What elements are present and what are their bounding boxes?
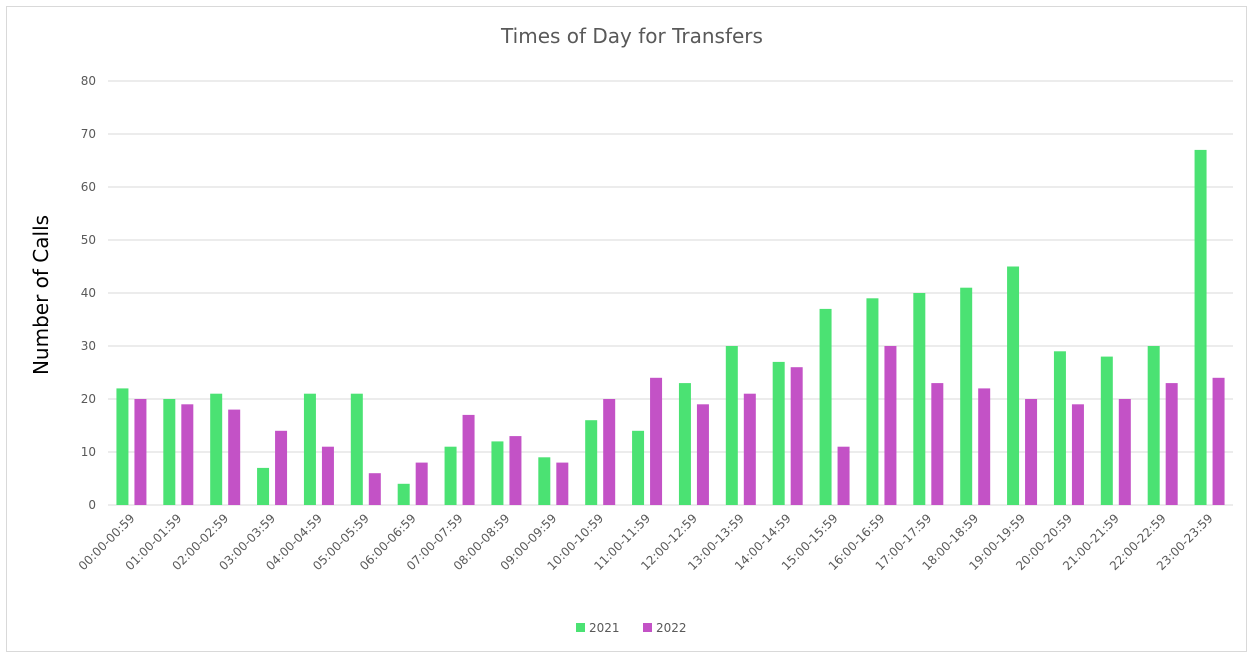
bar [509, 436, 522, 505]
bar [603, 399, 616, 505]
bar [257, 467, 270, 505]
bar [696, 404, 709, 505]
bar [275, 430, 288, 505]
y-tick-label: 20 [81, 392, 96, 406]
bar [866, 298, 879, 505]
bar [632, 430, 645, 505]
bar [538, 457, 551, 505]
bar [978, 388, 991, 505]
bar [134, 399, 147, 505]
bar [444, 446, 457, 505]
y-tick-label: 50 [81, 233, 96, 247]
bar [725, 346, 738, 505]
bar [650, 377, 663, 505]
bar [462, 414, 475, 505]
bar [837, 446, 850, 505]
bar [743, 393, 756, 505]
bar [1025, 399, 1038, 505]
bar [819, 308, 832, 505]
legend-swatch [576, 623, 585, 632]
bar [321, 446, 334, 505]
bar [415, 462, 428, 505]
bar [772, 361, 785, 505]
y-tick-label: 80 [81, 74, 96, 88]
legend-swatch [643, 623, 652, 632]
bar [397, 483, 410, 505]
bar [303, 393, 316, 505]
bar [585, 420, 598, 505]
bar [181, 404, 194, 505]
y-tick-label: 10 [81, 445, 96, 459]
y-tick-label: 0 [88, 498, 96, 512]
y-tick-label: 30 [81, 339, 96, 353]
bar [228, 409, 241, 505]
bar [678, 383, 691, 505]
legend-label: 2022 [656, 621, 687, 635]
bar [350, 393, 363, 505]
bar [1194, 149, 1207, 505]
bar [913, 293, 926, 505]
y-tick-label: 40 [81, 286, 96, 300]
chart-title: Times of Day for Transfers [500, 24, 763, 48]
bar [116, 388, 129, 505]
bar [1071, 404, 1084, 505]
bar [491, 441, 504, 505]
bar [1147, 346, 1160, 505]
y-tick-label: 60 [81, 180, 96, 194]
bar [1100, 356, 1113, 505]
y-axis-label: Number of Calls [29, 215, 53, 375]
bar [931, 383, 944, 505]
legend-label: 2021 [589, 621, 620, 635]
bar [790, 367, 803, 505]
bar [163, 399, 176, 505]
y-tick-label: 70 [81, 127, 96, 141]
bar [1007, 266, 1020, 505]
bar [1053, 351, 1066, 505]
chart-frame [6, 6, 1247, 652]
bar [1212, 377, 1225, 505]
bar [1118, 399, 1131, 505]
bar [1165, 383, 1178, 505]
bar [884, 346, 897, 505]
bar [210, 393, 223, 505]
bar [368, 473, 381, 505]
bar [556, 462, 569, 505]
bar [960, 287, 973, 505]
